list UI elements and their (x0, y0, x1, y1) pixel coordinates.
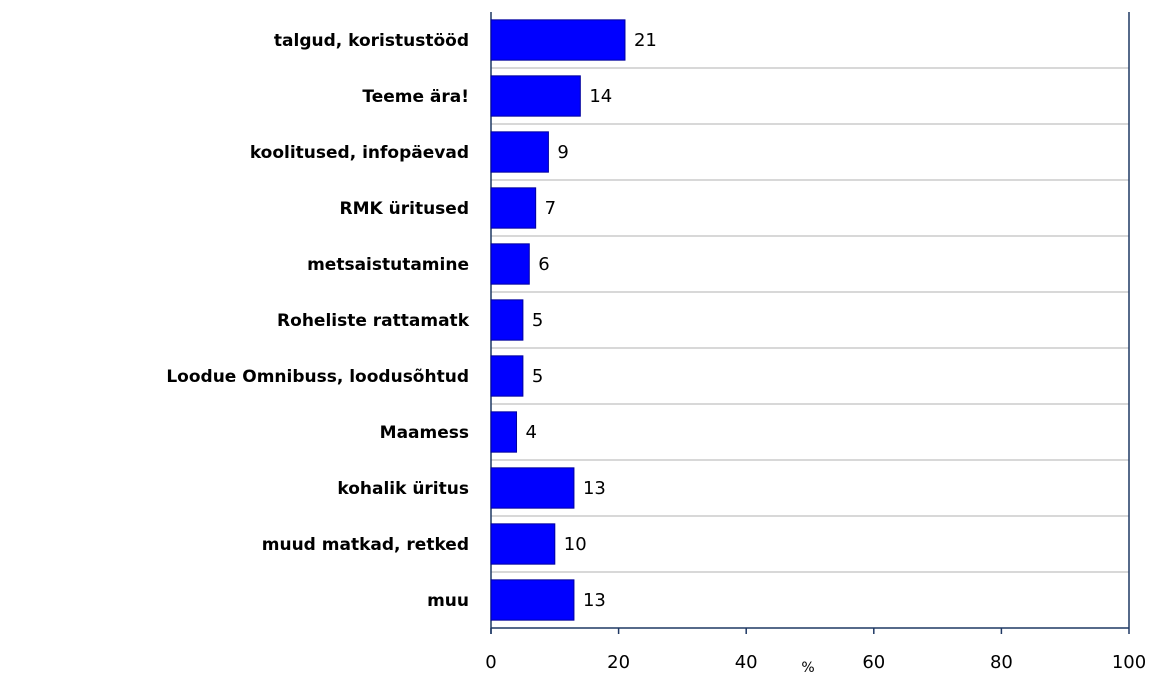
data-label: 21 (634, 30, 657, 51)
bar (490, 299, 524, 341)
x-tick-label: 0 (485, 652, 496, 673)
bar (490, 523, 556, 565)
bar (490, 19, 626, 61)
x-tick-label: 40 (735, 652, 758, 673)
bar (490, 131, 549, 173)
bar (490, 243, 530, 285)
data-label: 13 (583, 590, 606, 611)
y-tick-label: RMK üritused (340, 199, 469, 219)
bar (490, 355, 524, 397)
data-label: 9 (557, 142, 568, 163)
x-tick-label: 20 (607, 652, 630, 673)
data-label: 10 (564, 534, 587, 555)
data-label: 6 (538, 254, 549, 275)
x-tick-label: 100 (1112, 652, 1146, 673)
y-tick-label: metsaistutamine (307, 255, 469, 275)
data-label: 5 (532, 310, 543, 331)
data-label: 13 (583, 478, 606, 499)
y-tick-label: muu (427, 591, 469, 611)
bar (490, 579, 575, 621)
bar (490, 467, 575, 509)
y-tick-label: Roheliste rattamatk (277, 311, 470, 331)
x-axis-label: % (801, 660, 814, 673)
data-label: 5 (532, 366, 543, 387)
y-tick-label: kohalik üritus (337, 479, 469, 499)
y-tick-label: Teeme ära! (362, 87, 469, 107)
y-tick-label: Loodue Omnibuss, loodusõhtud (166, 367, 469, 387)
y-tick-label: talgud, koristustööd (274, 31, 469, 51)
data-label: 7 (545, 198, 556, 219)
bar (490, 411, 518, 453)
x-tick-label: 60 (862, 652, 885, 673)
y-tick-label: Maamess (380, 423, 469, 443)
data-label: 4 (526, 422, 537, 443)
y-tick-label: muud matkad, retked (262, 535, 469, 555)
data-label: 14 (589, 86, 612, 107)
x-tick-label: 80 (990, 652, 1013, 673)
bar (490, 75, 581, 117)
bar (490, 187, 537, 229)
y-tick-label: koolitused, infopäevad (250, 143, 469, 163)
